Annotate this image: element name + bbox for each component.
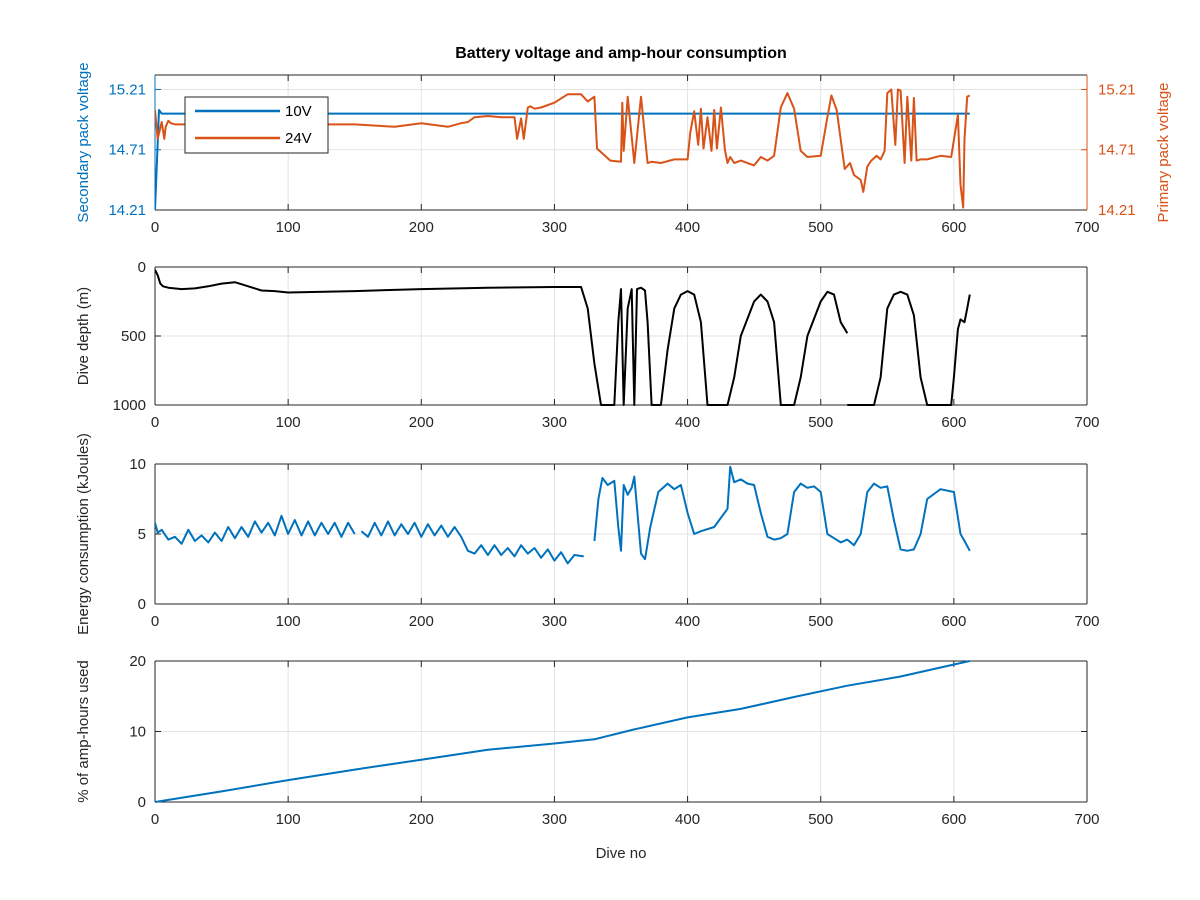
x-tick-label: 600 (941, 219, 966, 236)
voltage-y-label: Secondary pack voltage (75, 62, 92, 222)
x-axis-label: Dive no (596, 845, 647, 862)
x-tick-label: 700 (1074, 414, 1099, 431)
x-tick-label: 300 (542, 414, 567, 431)
x-tick-label: 100 (276, 219, 301, 236)
x-tick-label: 0 (151, 811, 159, 828)
legend: 10V 24V (184, 96, 329, 154)
x-tick-label: 600 (941, 811, 966, 828)
voltage-y2-label: Primary pack voltage (1155, 82, 1172, 222)
x-tick-label: 400 (675, 219, 700, 236)
amp-hours-series-line (155, 660, 971, 803)
amp-hours-y-label: % of amp-hours used (75, 660, 92, 803)
x-tick-label: 300 (542, 219, 567, 236)
energy-y-label: Energy consumption (kJoules) (75, 433, 92, 635)
depth-series-line (155, 269, 849, 406)
depth-series-line (847, 290, 971, 406)
x-tick-label: 600 (941, 414, 966, 431)
x-tick-label: 300 (542, 811, 567, 828)
x-tick-label: 500 (808, 414, 833, 431)
voltage-x-ticks: 0 100 200 300 400 500 600 700 (151, 75, 1100, 236)
x-tick-label: 500 (808, 613, 833, 630)
x-tick-label: 200 (409, 414, 434, 431)
y-tick-label: 500 (121, 328, 146, 345)
x-tick-label: 200 (409, 613, 434, 630)
legend-box (184, 96, 329, 154)
voltage-axes: 0 100 200 300 400 500 600 70014.2114.7115.2114.… (75, 62, 1172, 236)
series-10v-line (155, 109, 970, 211)
y-tick-label: 10 (129, 724, 146, 741)
y-tick-label: 14.71 (108, 142, 146, 159)
y2-tick-label: 14.71 (1098, 142, 1136, 159)
y-tick-label: 15.21 (108, 81, 146, 98)
x-tick-label: 100 (276, 613, 301, 630)
depth-y-label: Dive depth (m) (75, 287, 92, 385)
x-tick-label: 0 (151, 613, 159, 630)
y-tick-label: 1000 (113, 397, 146, 414)
energy-series-line (155, 514, 356, 545)
y-tick-label: 20 (129, 653, 146, 670)
amp-hours-axes: 0 100 200 300 400 500 600 700 0 10 20 % of amp-hour… (75, 653, 1100, 828)
y-tick-label: 0 (138, 259, 146, 276)
energy-axes: 0 100 200 300 400 500 600 700 0 5 10 Energy consump… (75, 433, 1100, 635)
depth-axes: 0 100 200 300 400 500 600 700 0 500 1000 Dive depth… (75, 259, 1100, 431)
y-tick-label: 0 (138, 794, 146, 811)
x-tick-label: 200 (409, 219, 434, 236)
x-tick-label: 100 (276, 414, 301, 431)
legend-label-24v: 24V (285, 130, 312, 147)
figure-title: Battery voltage and amp-hour consumption (455, 45, 787, 62)
x-tick-label: 100 (276, 811, 301, 828)
x-tick-label: 500 (808, 811, 833, 828)
y2-tick-label: 14.21 (1098, 202, 1136, 219)
x-tick-label: 700 (1074, 219, 1099, 236)
voltage-y2-ticks: 14.21 14.71 15.21 (1081, 81, 1136, 219)
x-tick-label: 400 (675, 811, 700, 828)
y-tick-label: 5 (138, 526, 146, 543)
x-tick-label: 0 (151, 414, 159, 431)
x-tick-label: 400 (675, 414, 700, 431)
y2-tick-label: 15.21 (1098, 81, 1136, 98)
x-tick-label: 400 (675, 613, 700, 630)
x-tick-label: 600 (941, 613, 966, 630)
x-tick-label: 300 (542, 613, 567, 630)
y-tick-label: 10 (129, 456, 146, 473)
legend-label-10v: 10V (285, 103, 312, 120)
x-tick-label: 700 (1074, 613, 1099, 630)
y-tick-label: 0 (138, 596, 146, 613)
x-tick-label: 200 (409, 811, 434, 828)
x-tick-label: 0 (151, 219, 159, 236)
energy-series-line (360, 520, 584, 565)
series-24v-line (155, 88, 971, 209)
x-tick-label: 500 (808, 219, 833, 236)
energy-series-line (593, 465, 971, 561)
y-tick-label: 14.21 (108, 202, 146, 219)
x-tick-label: 700 (1074, 811, 1099, 828)
